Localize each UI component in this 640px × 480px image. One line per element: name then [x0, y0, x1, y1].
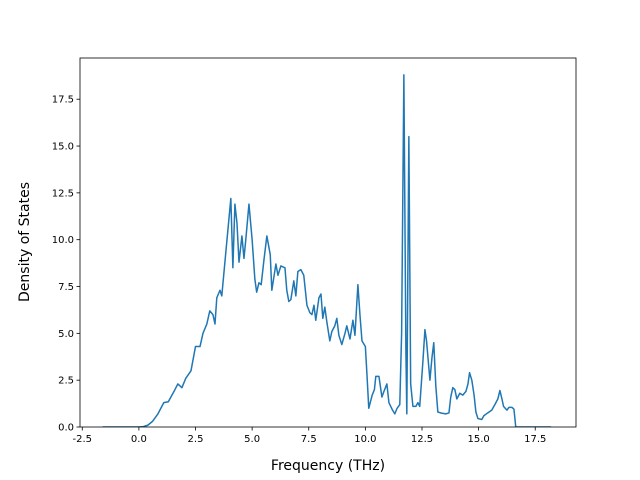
- y-tick-label: 7.5: [58, 282, 74, 293]
- x-tick-label: 15.0: [467, 434, 489, 445]
- line-series: [102, 74, 552, 427]
- y-tick-label: 17.5: [52, 95, 74, 106]
- y-tick-label: 12.5: [52, 188, 74, 199]
- x-tick-label: 17.5: [524, 434, 546, 445]
- y-tick-label: 15.0: [52, 142, 74, 153]
- x-tick-label: 10.0: [354, 434, 376, 445]
- y-axis-label: Density of States: [17, 182, 33, 302]
- x-tick-label: 5.0: [244, 434, 260, 445]
- x-axis-label: Frequency (THz): [271, 458, 385, 474]
- x-tick-label: 12.5: [411, 434, 433, 445]
- x-tick-label: -2.5: [73, 434, 93, 445]
- x-tick-label: 7.5: [301, 434, 317, 445]
- x-tick-label: 0.0: [131, 434, 147, 445]
- y-tick-label: 10.0: [52, 235, 74, 246]
- y-tick-label: 2.5: [58, 376, 74, 387]
- y-tick-label: 0.0: [58, 423, 74, 434]
- y-tick-label: 5.0: [58, 329, 74, 340]
- x-tick-label: 2.5: [188, 434, 204, 445]
- plot-frame: [79, 57, 577, 428]
